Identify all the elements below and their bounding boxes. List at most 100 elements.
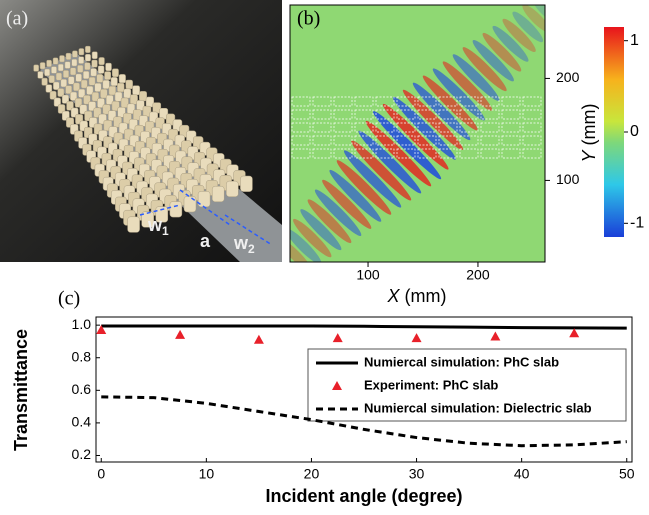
unit-cell — [396, 109, 416, 120]
plot-frame — [95, 316, 633, 463]
field-lobe — [351, 140, 412, 201]
block — [59, 55, 65, 63]
dimension-label: w1 — [147, 215, 169, 238]
block — [57, 63, 64, 72]
block — [51, 66, 57, 74]
field-lobe — [336, 160, 392, 215]
unit-cell — [312, 122, 332, 133]
block — [105, 94, 114, 105]
block — [78, 48, 85, 56]
block — [60, 79, 67, 88]
unit-cell — [354, 109, 374, 120]
block — [37, 71, 44, 79]
marker — [332, 333, 343, 343]
field-lobe — [300, 209, 342, 251]
field-lobe — [358, 130, 422, 194]
field-lobe — [462, 47, 507, 92]
block — [104, 71, 111, 80]
legend-marker — [332, 381, 342, 390]
block — [125, 79, 133, 90]
field-lobe — [329, 169, 382, 222]
unit-cell — [354, 122, 374, 133]
field-lobe — [472, 40, 514, 82]
legend-label: Numiercal simulation: Dielectric slab — [364, 400, 592, 415]
block — [97, 65, 105, 74]
field-lobe — [432, 68, 485, 121]
block — [48, 75, 55, 84]
field-lobe — [382, 103, 449, 170]
block — [132, 85, 140, 96]
unit-cell — [480, 122, 500, 133]
symbol: w — [233, 233, 249, 253]
dimension-label: w2 — [233, 233, 255, 256]
block — [41, 77, 48, 86]
dimension-label: a — [200, 231, 211, 251]
block — [88, 76, 96, 86]
unit-cell — [501, 135, 521, 146]
unit-cell — [417, 109, 437, 120]
x-tick-label: 200 — [466, 267, 490, 283]
field-lobe — [412, 82, 471, 141]
x-tick-label: 100 — [356, 267, 380, 283]
x-tick-label: 10 — [199, 466, 215, 482]
field-lobe — [290, 238, 312, 262]
block — [70, 91, 78, 101]
series-line — [101, 324, 627, 330]
block — [49, 91, 57, 100]
block — [78, 56, 85, 64]
unit-cell — [354, 96, 374, 107]
field-map — [290, 5, 545, 262]
block — [53, 97, 61, 107]
block — [91, 51, 98, 59]
unit-cell — [501, 96, 521, 107]
panel-label: (b) — [297, 8, 320, 30]
marker — [569, 328, 580, 338]
block — [61, 94, 69, 104]
marker — [175, 329, 186, 339]
block — [75, 73, 82, 82]
block — [84, 62, 91, 71]
unit-cell — [480, 148, 500, 159]
unit-cell — [480, 135, 500, 146]
field-lobe — [482, 32, 522, 72]
unit-cell — [459, 96, 479, 107]
block — [211, 185, 225, 203]
block — [110, 77, 118, 87]
block — [68, 76, 75, 85]
unit-cell — [375, 148, 395, 159]
block — [70, 67, 77, 76]
unit-cell — [522, 96, 542, 107]
unit-cell — [375, 135, 395, 146]
unit-cell — [396, 148, 416, 159]
x-tick-label: 0 — [97, 466, 105, 482]
legend — [307, 348, 627, 422]
y-tick-label: 0.4 — [72, 414, 92, 430]
block — [62, 70, 70, 78]
block — [45, 84, 53, 93]
unit-cell — [291, 96, 311, 107]
unit-cell — [312, 109, 332, 120]
field-lobe — [322, 179, 372, 229]
unit-cell — [480, 96, 500, 107]
field-lobe — [392, 96, 456, 160]
block — [226, 180, 239, 197]
symbol: X — [386, 286, 400, 306]
block — [183, 196, 197, 213]
block — [72, 50, 78, 58]
marker — [253, 334, 264, 344]
unit-cell — [417, 96, 437, 107]
plot-frame — [289, 4, 546, 263]
block — [155, 206, 169, 223]
block — [65, 52, 72, 60]
unit-cell — [291, 135, 311, 146]
field-lobe — [522, 5, 545, 33]
block — [118, 74, 126, 84]
unit-cell — [396, 96, 416, 107]
unit-cell — [291, 122, 311, 133]
block — [139, 91, 147, 102]
block — [90, 68, 97, 77]
unit-cell — [501, 122, 521, 133]
unit-cell — [501, 148, 521, 159]
block — [86, 85, 94, 95]
